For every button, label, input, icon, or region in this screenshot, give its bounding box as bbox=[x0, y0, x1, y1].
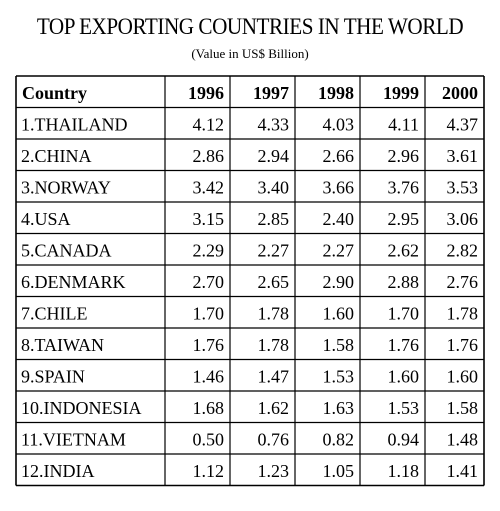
column-header: 1999 bbox=[383, 83, 419, 103]
table-cell-value: 1.76 bbox=[447, 335, 479, 355]
table-cell-value: 1.60 bbox=[388, 366, 420, 386]
table-cell-value: 1.18 bbox=[388, 461, 420, 481]
table-cell-value: 0.76 bbox=[258, 429, 290, 449]
table-cell-value: 1.60 bbox=[323, 303, 355, 323]
table-cell-value: 2.29 bbox=[193, 240, 225, 260]
table-cell-value: 1.63 bbox=[323, 398, 355, 418]
table-cell-value: 1.53 bbox=[388, 398, 420, 418]
country-label: 2.CHINA bbox=[21, 146, 92, 166]
country-label: 5.CANADA bbox=[21, 240, 112, 260]
table-cell-value: 1.70 bbox=[388, 303, 420, 323]
table-cell-value: 2.90 bbox=[323, 272, 355, 292]
country-label: 12.INDIA bbox=[21, 461, 95, 481]
column-header: Country bbox=[22, 83, 87, 103]
table-cell-value: 0.94 bbox=[388, 429, 420, 449]
table-cell-value: 1.78 bbox=[258, 335, 290, 355]
column-header: 1998 bbox=[318, 83, 354, 103]
table-cell-value: 1.53 bbox=[323, 366, 355, 386]
table-cell-value: 4.37 bbox=[447, 114, 479, 134]
table-cell-value: 3.42 bbox=[193, 177, 225, 197]
table-cell-value: 4.11 bbox=[388, 114, 419, 134]
country-label: 1.THAILAND bbox=[21, 114, 127, 134]
country-label: 11.VIETNAM bbox=[21, 429, 126, 449]
table-cell-value: 1.70 bbox=[193, 303, 225, 323]
table-cell-value: 1.48 bbox=[447, 429, 479, 449]
table-cell-value: 1.76 bbox=[388, 335, 420, 355]
table-cell-value: 2.40 bbox=[323, 209, 355, 229]
table-cell-value: 2.95 bbox=[388, 209, 420, 229]
country-label: 7.CHILE bbox=[21, 303, 88, 323]
table-cell-value: 3.06 bbox=[447, 209, 479, 229]
table-cell-value: 3.53 bbox=[447, 177, 479, 197]
country-label: 3.NORWAY bbox=[21, 177, 111, 197]
table-cell-value: 2.62 bbox=[388, 240, 420, 260]
table-cell-value: 2.82 bbox=[447, 240, 479, 260]
table-cell-value: 4.03 bbox=[323, 114, 355, 134]
table-cell-value: 1.68 bbox=[193, 398, 225, 418]
country-label: 8.TAIWAN bbox=[21, 335, 104, 355]
table-cell-value: 3.76 bbox=[388, 177, 420, 197]
table-cell-value: 1.41 bbox=[447, 461, 479, 481]
table-cell-value: 1.05 bbox=[323, 461, 355, 481]
table-cell-value: 0.82 bbox=[323, 429, 355, 449]
table-cell-value: 0.50 bbox=[193, 429, 225, 449]
table-cell-value: 3.15 bbox=[193, 209, 225, 229]
table-cell-value: 4.12 bbox=[193, 114, 225, 134]
table-cell-value: 1.46 bbox=[193, 366, 225, 386]
chart-title: TOP EXPORTING COUNTRIES IN THE WORLD bbox=[36, 14, 464, 39]
country-label: 9.SPAIN bbox=[21, 366, 85, 386]
column-header: 2000 bbox=[442, 83, 478, 103]
table-cell-value: 4.33 bbox=[258, 114, 290, 134]
table-cell-value: 1.62 bbox=[258, 398, 290, 418]
table-cell-value: 1.78 bbox=[258, 303, 290, 323]
table-cell-value: 3.40 bbox=[258, 177, 290, 197]
table-cell-value: 1.58 bbox=[323, 335, 355, 355]
table-cell-value: 2.66 bbox=[323, 146, 355, 166]
table-cell-value: 2.88 bbox=[388, 272, 420, 292]
table-cell-value: 2.85 bbox=[258, 209, 290, 229]
table-cell-value: 1.12 bbox=[193, 461, 225, 481]
table-cell-value: 2.70 bbox=[193, 272, 225, 292]
chart-subtitle: (Value in US$ Billion) bbox=[191, 46, 309, 61]
table-cell-value: 1.23 bbox=[258, 461, 290, 481]
table-cell-value: 2.65 bbox=[258, 272, 290, 292]
table-cell-value: 2.76 bbox=[447, 272, 479, 292]
table-cell-value: 3.66 bbox=[323, 177, 355, 197]
column-header: 1997 bbox=[253, 83, 289, 103]
table-cell-value: 1.78 bbox=[447, 303, 479, 323]
table-cell-value: 2.96 bbox=[388, 146, 420, 166]
table-cell-value: 3.61 bbox=[447, 146, 479, 166]
table-cell-value: 1.58 bbox=[447, 398, 479, 418]
country-label: 6.DENMARK bbox=[21, 272, 126, 292]
column-header: 1996 bbox=[188, 83, 224, 103]
table-cell-value: 1.60 bbox=[447, 366, 479, 386]
country-label: 10.INDONESIA bbox=[21, 398, 142, 418]
table-cell-value: 2.27 bbox=[258, 240, 290, 260]
table-cell-value: 1.76 bbox=[193, 335, 225, 355]
table-cell-value: 2.27 bbox=[323, 240, 355, 260]
table-cell-value: 2.86 bbox=[193, 146, 225, 166]
table-cell-value: 2.94 bbox=[258, 146, 290, 166]
table-cell-value: 1.47 bbox=[258, 366, 290, 386]
country-label: 4.USA bbox=[21, 209, 71, 229]
